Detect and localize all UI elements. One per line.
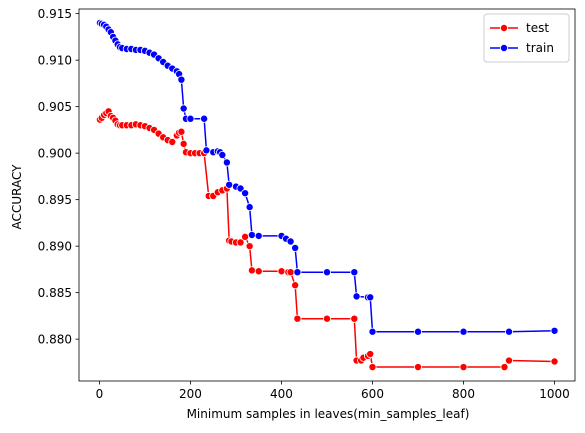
legend: test train — [483, 13, 570, 63]
y-tick-label-0.895: 0.895 — [38, 193, 72, 207]
legend-label-train: train — [526, 41, 554, 55]
data-point-test-42 — [247, 266, 256, 275]
data-point-train-34 — [222, 158, 231, 167]
data-point-train-29 — [202, 146, 211, 155]
y-tick-label-0.880: 0.880 — [38, 332, 72, 346]
data-point-train-38 — [241, 189, 250, 198]
y-axis-label: ACCURACY — [10, 164, 24, 230]
axes: 0 200 400 600 800 1000 0.880 0.885 0.890 0.895 0.9… — [38, 7, 576, 401]
y-tick-label-0.915: 0.915 — [38, 7, 72, 21]
data-point-train-39 — [245, 203, 254, 212]
data-point-train-55 — [505, 327, 514, 336]
data-point-test-59 — [500, 363, 509, 372]
data-point-train-40 — [247, 230, 256, 239]
y-tick-label-0.885: 0.885 — [38, 286, 72, 300]
data-point-test-50 — [350, 314, 359, 323]
data-point-train-51 — [366, 293, 375, 302]
data-point-train-53 — [414, 327, 423, 336]
data-point-train-25 — [179, 104, 188, 113]
data-point-test-24 — [177, 127, 186, 136]
data-point-test-48 — [293, 314, 302, 323]
data-point-train-46 — [293, 268, 302, 277]
x-axis-label: Minimum samples in leaves(min_samples_le… — [187, 407, 470, 421]
data-point-train-33 — [218, 151, 227, 160]
data-point-train-35 — [225, 180, 234, 189]
data-point-test-56 — [368, 363, 377, 372]
data-point-test-58 — [459, 363, 468, 372]
data-point-train-28 — [200, 114, 209, 123]
data-point-test-46 — [286, 268, 295, 277]
data-point-test-49 — [322, 314, 331, 323]
y-tick-label-0.905: 0.905 — [38, 100, 72, 114]
data-point-test-44 — [277, 267, 286, 276]
plot-area — [95, 18, 559, 372]
data-point-test-21 — [168, 137, 177, 146]
y-tick-label-0.890: 0.890 — [38, 239, 72, 253]
x-tick-label-400: 400 — [270, 387, 293, 401]
data-point-train-44 — [286, 237, 295, 246]
x-tick-label-1000: 1000 — [539, 387, 570, 401]
data-point-test-43 — [254, 267, 263, 276]
data-point-train-54 — [459, 327, 468, 336]
data-point-train-49 — [352, 292, 361, 301]
x-tick-label-200: 200 — [179, 387, 202, 401]
data-point-test-47 — [291, 281, 300, 290]
data-point-test-39 — [236, 238, 245, 247]
data-point-train-56 — [550, 326, 559, 335]
data-point-train-27 — [186, 114, 195, 123]
data-point-test-25 — [179, 139, 188, 148]
x-tick-label-600: 600 — [361, 387, 384, 401]
data-point-train-24 — [177, 75, 186, 84]
data-point-test-60 — [505, 356, 514, 365]
data-point-train-48 — [350, 268, 359, 277]
y-tick-label-0.900: 0.900 — [38, 146, 72, 160]
x-tick-label-800: 800 — [452, 387, 475, 401]
y-tick-label-0.910: 0.910 — [38, 53, 72, 67]
legend-marker-train — [499, 44, 508, 53]
axes-frame — [78, 8, 576, 382]
data-point-train-47 — [322, 268, 331, 277]
x-tick-label-0: 0 — [96, 387, 104, 401]
series-line-test — [99, 110, 556, 368]
data-point-test-57 — [414, 363, 423, 372]
legend-marker-test — [499, 23, 508, 32]
data-point-test-41 — [245, 242, 254, 251]
data-point-test-55 — [366, 350, 375, 359]
data-point-train-52 — [368, 327, 377, 336]
data-point-train-45 — [291, 244, 300, 253]
legend-label-test: test — [526, 21, 549, 35]
data-point-train-41 — [254, 231, 263, 240]
data-point-test-40 — [241, 232, 250, 241]
data-point-test-61 — [550, 357, 559, 366]
